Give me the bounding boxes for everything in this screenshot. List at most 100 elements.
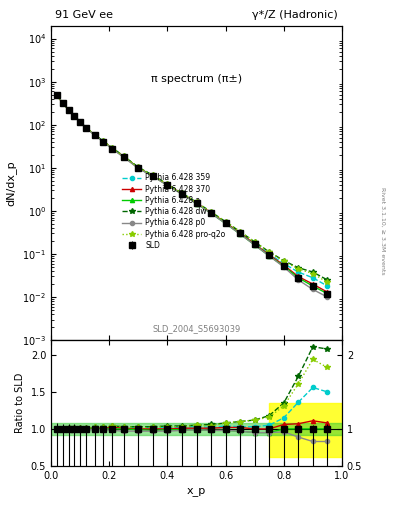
Pythia 6.428 370 <box>180 190 184 197</box>
Pythia 6.428 pro-q2o <box>267 249 272 255</box>
Pythia 6.428 a <box>92 132 97 138</box>
Pythia 6.428 p0 <box>209 210 213 217</box>
Pythia 6.428 359 <box>281 261 286 267</box>
Pythia 6.428 359 <box>121 153 126 159</box>
Pythia 6.428 359 <box>61 100 65 106</box>
Pythia 6.428 359 <box>92 132 97 138</box>
Pythia 6.428 p0 <box>121 154 126 160</box>
Legend: Pythia 6.428 359, Pythia 6.428 370, Pythia 6.428 a, Pythia 6.428 dw, Pythia 6.42: Pythia 6.428 359, Pythia 6.428 370, Pyth… <box>120 171 228 252</box>
Pythia 6.428 359 <box>136 164 141 170</box>
Pythia 6.428 359 <box>267 251 272 257</box>
X-axis label: x_p: x_p <box>187 486 206 496</box>
Pythia 6.428 370 <box>194 200 199 206</box>
Pythia 6.428 p0 <box>223 220 228 226</box>
Pythia 6.428 p0 <box>165 182 170 188</box>
Pythia 6.428 pro-q2o <box>92 132 97 138</box>
Pythia 6.428 a <box>180 191 184 197</box>
Pythia 6.428 370 <box>165 182 170 188</box>
Text: 91 GeV ee: 91 GeV ee <box>55 10 113 20</box>
Pythia 6.428 359 <box>55 92 59 98</box>
Pythia 6.428 a <box>55 92 59 98</box>
Pythia 6.428 dw <box>267 249 272 255</box>
Pythia 6.428 359 <box>325 283 330 289</box>
Pythia 6.428 359 <box>310 275 315 281</box>
Pythia 6.428 370 <box>238 230 242 236</box>
Pythia 6.428 359 <box>84 124 88 131</box>
Pythia 6.428 dw <box>209 209 213 215</box>
Pythia 6.428 pro-q2o <box>66 106 71 113</box>
Pythia 6.428 pro-q2o <box>310 270 315 276</box>
Pythia 6.428 dw <box>238 228 242 234</box>
Pythia 6.428 dw <box>325 277 330 283</box>
Pythia 6.428 pro-q2o <box>209 209 213 215</box>
Pythia 6.428 370 <box>78 119 83 125</box>
Pythia 6.428 pro-q2o <box>223 219 228 225</box>
Line: Pythia 6.428 359: Pythia 6.428 359 <box>55 93 329 288</box>
Pythia 6.428 370 <box>281 262 286 268</box>
Line: Pythia 6.428 a: Pythia 6.428 a <box>55 93 329 296</box>
Pythia 6.428 370 <box>121 154 126 160</box>
Pythia 6.428 dw <box>84 124 88 131</box>
Pythia 6.428 pro-q2o <box>84 124 88 131</box>
Pythia 6.428 pro-q2o <box>281 258 286 264</box>
Pythia 6.428 359 <box>252 241 257 247</box>
Pythia 6.428 dw <box>296 265 301 271</box>
Pythia 6.428 pro-q2o <box>136 164 141 170</box>
Pythia 6.428 370 <box>72 113 77 119</box>
Pythia 6.428 370 <box>296 273 301 280</box>
Pythia 6.428 p0 <box>194 201 199 207</box>
Pythia 6.428 dw <box>121 153 126 159</box>
Pythia 6.428 dw <box>151 172 155 178</box>
Pythia 6.428 359 <box>238 230 242 236</box>
Pythia 6.428 370 <box>55 92 59 98</box>
Pythia 6.428 a <box>281 263 286 269</box>
Pythia 6.428 dw <box>281 258 286 264</box>
Pythia 6.428 p0 <box>267 253 272 259</box>
Pythia 6.428 a <box>238 231 242 237</box>
Pythia 6.428 359 <box>209 209 213 216</box>
Pythia 6.428 dw <box>92 132 97 138</box>
Pythia 6.428 pro-q2o <box>165 181 170 187</box>
Pythia 6.428 pro-q2o <box>151 173 155 179</box>
Pythia 6.428 a <box>101 139 106 145</box>
Pythia 6.428 a <box>136 165 141 171</box>
Pythia 6.428 dw <box>101 138 106 144</box>
Pythia 6.428 p0 <box>151 174 155 180</box>
Pythia 6.428 a <box>165 182 170 188</box>
Pythia 6.428 370 <box>101 139 106 145</box>
Pythia 6.428 dw <box>310 269 315 275</box>
Text: Rivet 3.1.10, ≥ 3.3M events: Rivet 3.1.10, ≥ 3.3M events <box>381 186 386 274</box>
Pythia 6.428 p0 <box>61 100 65 106</box>
Pythia 6.428 pro-q2o <box>121 153 126 159</box>
Pythia 6.428 370 <box>223 220 228 226</box>
Y-axis label: dN/dx_p: dN/dx_p <box>6 160 17 206</box>
Pythia 6.428 370 <box>84 125 88 131</box>
Pythia 6.428 dw <box>180 190 184 196</box>
Pythia 6.428 dw <box>55 92 59 98</box>
Pythia 6.428 a <box>61 100 65 106</box>
Pythia 6.428 359 <box>296 269 301 275</box>
Pythia 6.428 pro-q2o <box>101 138 106 144</box>
Pythia 6.428 p0 <box>110 146 114 152</box>
Pythia 6.428 dw <box>61 100 65 106</box>
Pythia 6.428 pro-q2o <box>238 228 242 234</box>
Pythia 6.428 pro-q2o <box>55 92 59 98</box>
Pythia 6.428 370 <box>61 100 65 106</box>
Line: Pythia 6.428 370: Pythia 6.428 370 <box>55 93 329 294</box>
Pythia 6.428 dw <box>110 145 114 151</box>
Pythia 6.428 p0 <box>101 139 106 145</box>
Pythia 6.428 dw <box>78 119 83 125</box>
Pythia 6.428 370 <box>252 241 257 247</box>
Pythia 6.428 p0 <box>281 264 286 270</box>
Pythia 6.428 pro-q2o <box>78 119 83 125</box>
Bar <box>269 403 342 457</box>
Pythia 6.428 359 <box>223 219 228 225</box>
Pythia 6.428 359 <box>180 190 184 197</box>
Pythia 6.428 359 <box>101 138 106 144</box>
Pythia 6.428 p0 <box>310 286 315 292</box>
Pythia 6.428 359 <box>194 200 199 206</box>
Pythia 6.428 a <box>78 119 83 125</box>
Pythia 6.428 370 <box>310 281 315 287</box>
Pythia 6.428 pro-q2o <box>61 100 65 106</box>
Pythia 6.428 p0 <box>84 125 88 131</box>
